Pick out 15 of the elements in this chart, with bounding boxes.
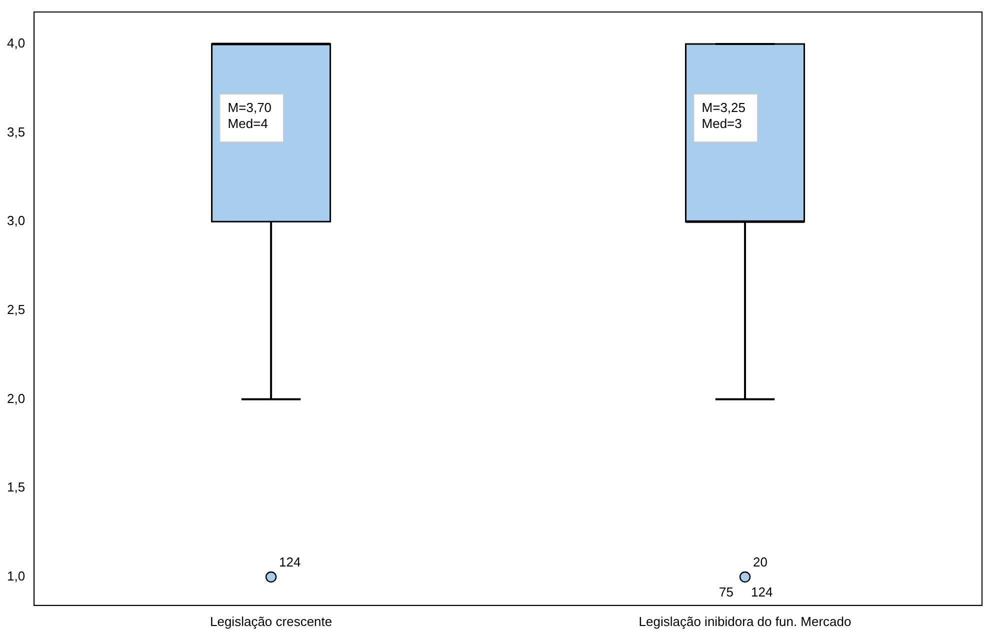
- annotation: 75: [719, 584, 734, 600]
- annotation: 20: [753, 554, 768, 570]
- y-tick-label: 1,0: [6, 568, 26, 584]
- y-tick-label: 4,0: [6, 36, 26, 51]
- y-tick-label: 3,5: [6, 124, 26, 140]
- x-tick-label: Legislação inibidora do fun. Mercado: [638, 614, 852, 629]
- annotation: M=3,25 Med=3: [702, 100, 746, 132]
- y-tick-label: 2,5: [6, 302, 26, 318]
- annotation: 124: [279, 554, 301, 570]
- annotation: 124: [751, 584, 773, 600]
- y-tick-label: 1,5: [6, 480, 26, 495]
- y-tick-label: 3,0: [6, 213, 26, 228]
- y-tick-label: 2,0: [6, 390, 26, 406]
- annotation: M=3,70 Med=4: [228, 100, 272, 132]
- x-tick-label: Legislação crescente: [210, 614, 332, 629]
